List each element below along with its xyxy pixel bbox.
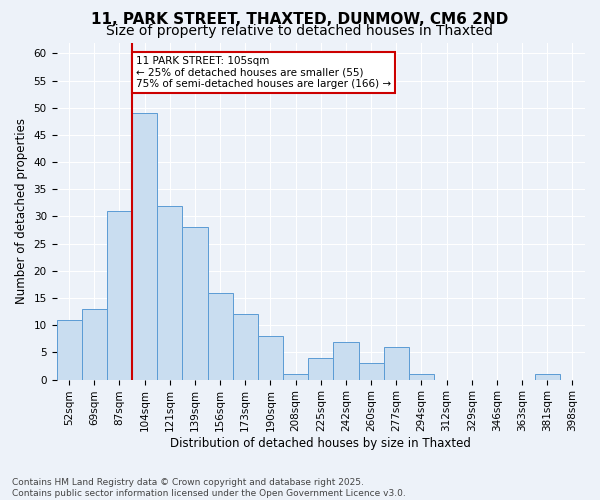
Bar: [56, 320, 82, 380]
Bar: [334, 342, 359, 380]
Text: Contains HM Land Registry data © Crown copyright and database right 2025.
Contai: Contains HM Land Registry data © Crown c…: [12, 478, 406, 498]
Y-axis label: Number of detached properties: Number of detached properties: [15, 118, 28, 304]
Bar: [308, 358, 334, 380]
Bar: [409, 374, 434, 380]
Bar: [283, 374, 308, 380]
Bar: [359, 364, 383, 380]
Bar: [107, 211, 132, 380]
X-axis label: Distribution of detached houses by size in Thaxted: Distribution of detached houses by size …: [170, 437, 471, 450]
Bar: [535, 374, 560, 380]
Text: 11 PARK STREET: 105sqm
← 25% of detached houses are smaller (55)
75% of semi-det: 11 PARK STREET: 105sqm ← 25% of detached…: [136, 56, 391, 90]
Bar: [233, 314, 258, 380]
Bar: [157, 206, 182, 380]
Bar: [208, 292, 233, 380]
Bar: [258, 336, 283, 380]
Text: 11, PARK STREET, THAXTED, DUNMOW, CM6 2ND: 11, PARK STREET, THAXTED, DUNMOW, CM6 2N…: [91, 12, 509, 28]
Bar: [182, 228, 208, 380]
Text: Size of property relative to detached houses in Thaxted: Size of property relative to detached ho…: [107, 24, 493, 38]
Bar: [132, 113, 157, 380]
Bar: [383, 347, 409, 380]
Bar: [82, 309, 107, 380]
